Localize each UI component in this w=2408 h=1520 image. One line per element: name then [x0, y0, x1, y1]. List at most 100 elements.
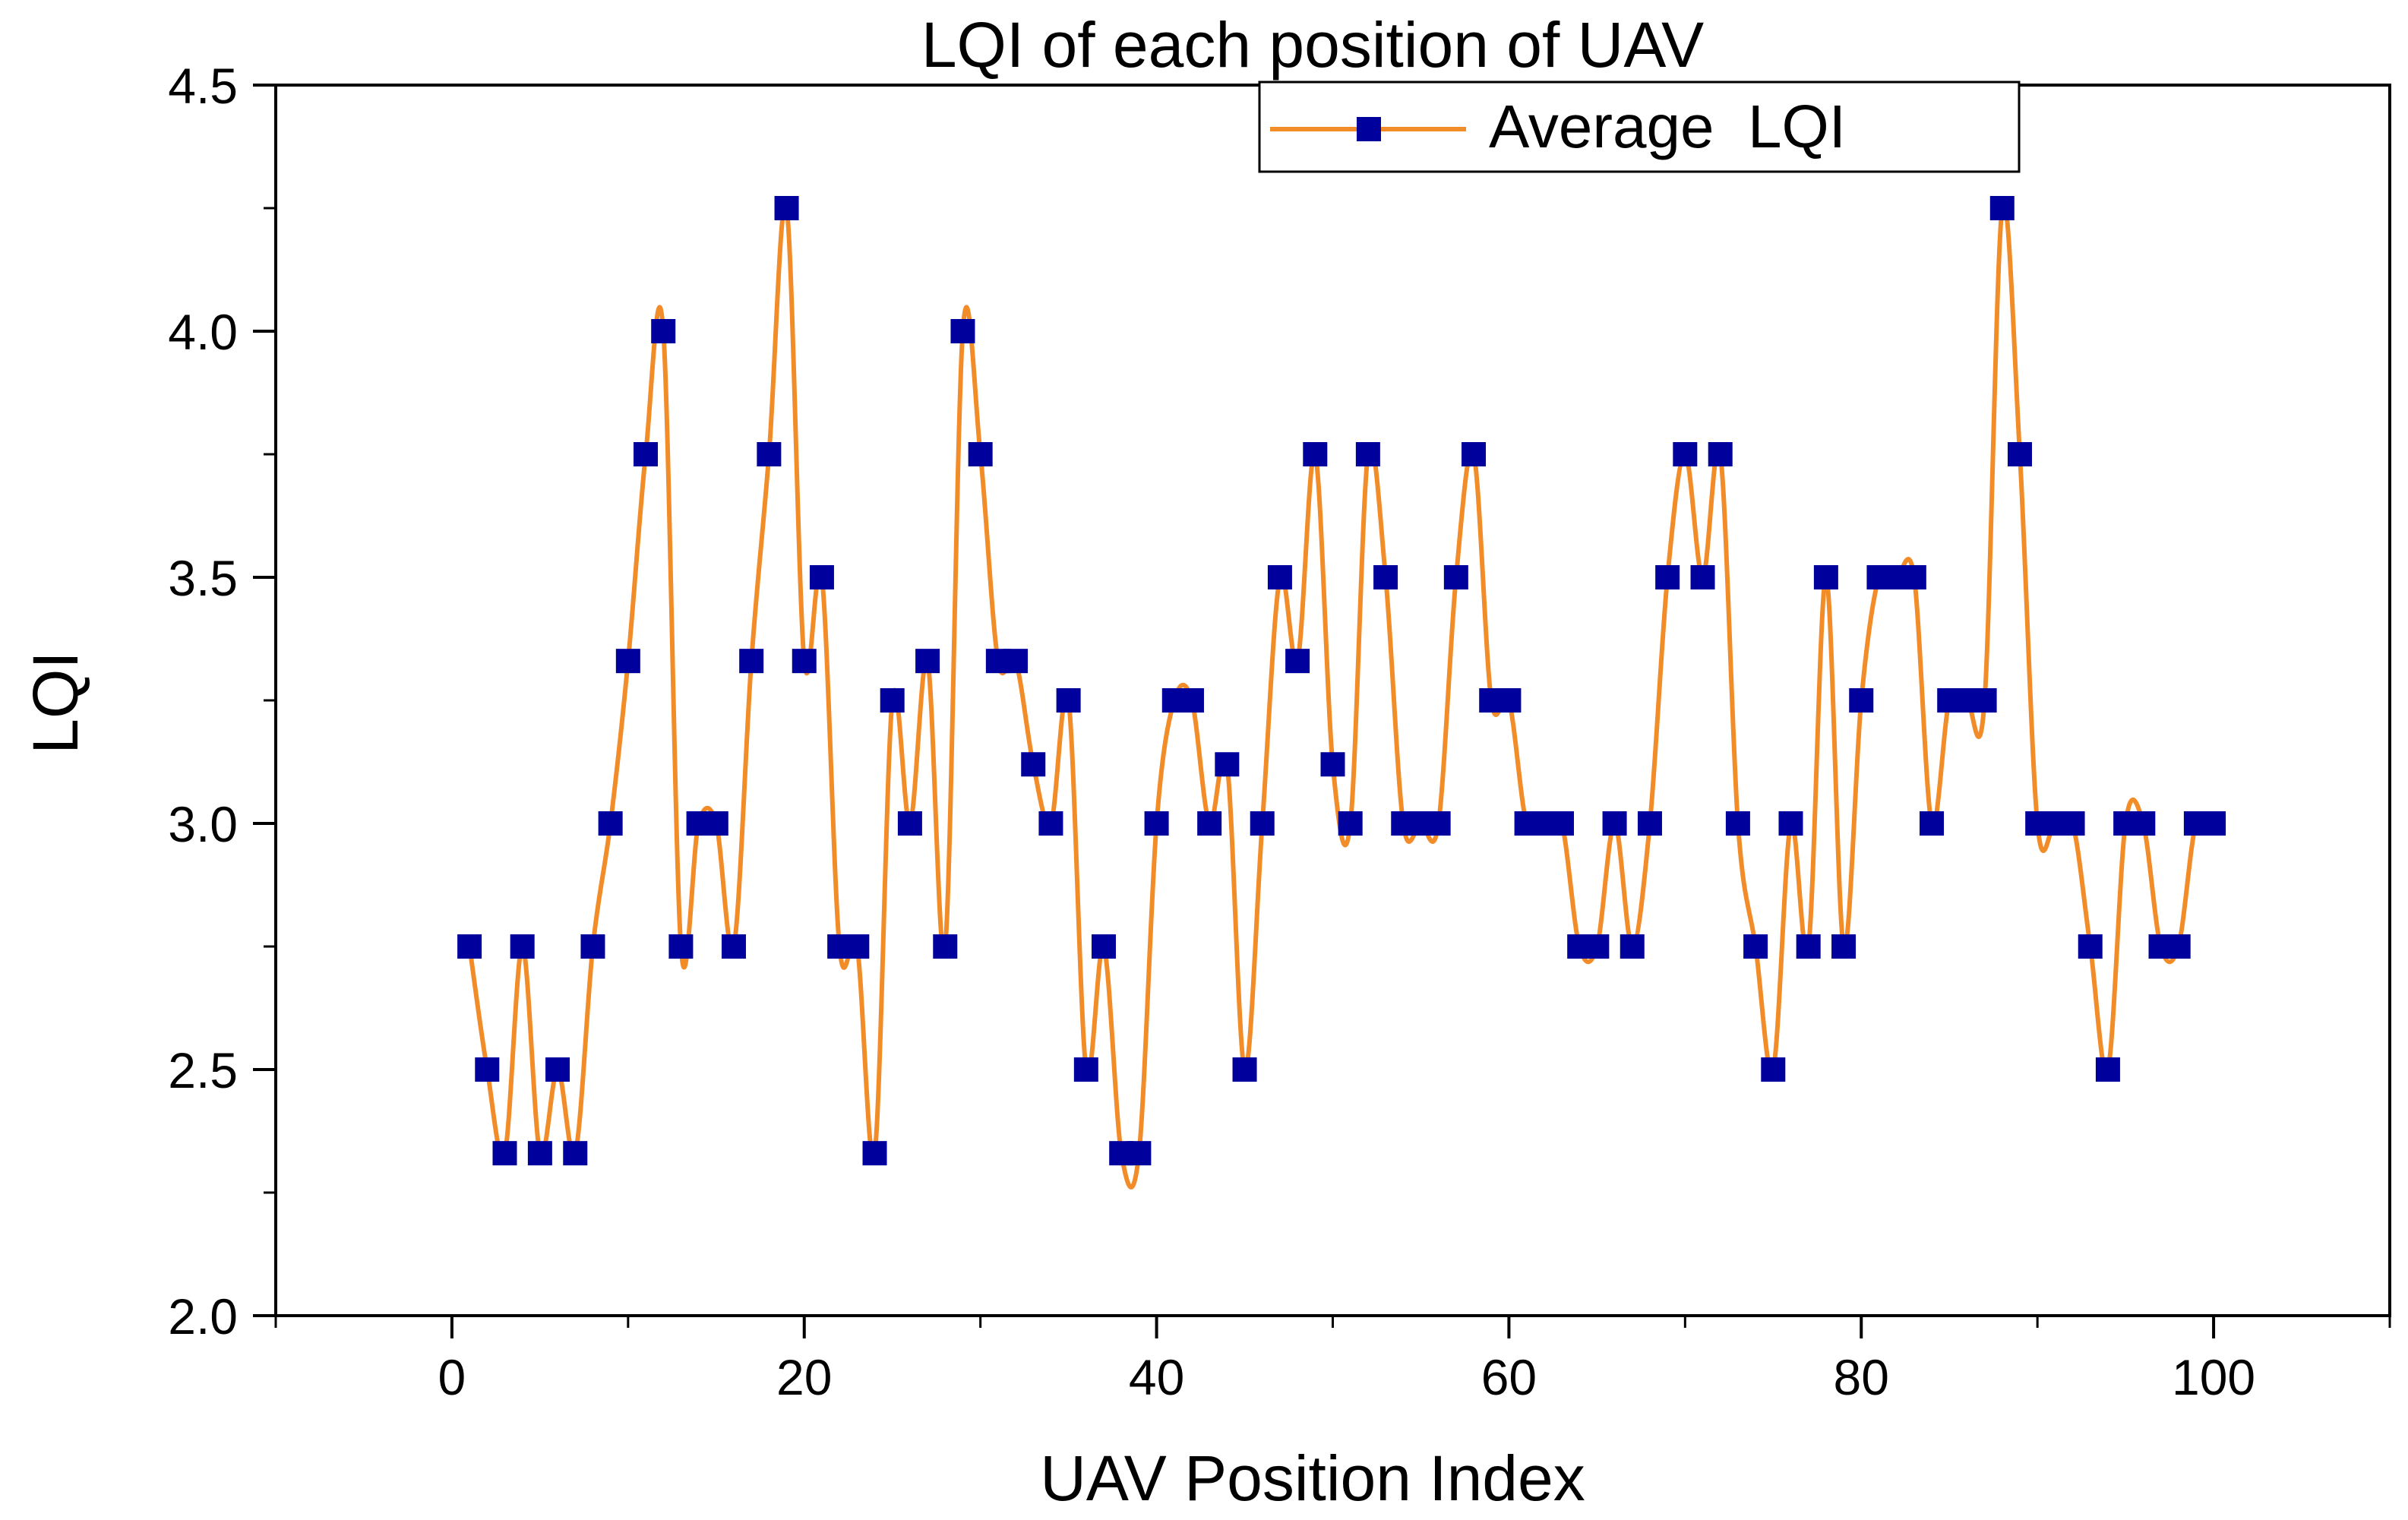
data-point-marker [2095, 1057, 2120, 1082]
data-point-marker [510, 934, 535, 959]
series-markers [457, 196, 2226, 1166]
data-point-marker [1972, 688, 1997, 713]
data-point-marker [2166, 934, 2191, 959]
data-point-marker [634, 442, 659, 466]
data-point-marker [880, 688, 905, 713]
data-point-marker [1989, 196, 2015, 220]
data-point-marker [1620, 934, 1645, 959]
data-point-marker [1215, 752, 1240, 777]
y-tick-label: 4.5 [168, 58, 238, 114]
data-point-marker [1232, 1057, 1257, 1082]
data-point-marker [809, 565, 834, 589]
data-point-marker [2078, 934, 2103, 959]
data-point-marker [1443, 565, 1468, 589]
data-point-marker [1655, 565, 1680, 589]
data-point-marker [598, 811, 623, 836]
y-axis-title: LQI [20, 651, 91, 754]
data-point-marker [1303, 442, 1328, 466]
x-tick-label: 80 [1834, 1349, 1889, 1405]
data-point-marker [580, 934, 605, 959]
data-point-marker [1813, 565, 1838, 589]
data-point-marker [1250, 811, 1275, 836]
data-point-marker [845, 934, 870, 959]
data-point-marker [915, 649, 940, 674]
x-tick-label: 100 [2172, 1349, 2255, 1405]
data-point-marker [1585, 934, 1610, 959]
y-axis-ticks: 2.0 2.5 3.0 3.5 4.0 4.5 [168, 58, 276, 1345]
data-point-marker [933, 934, 958, 959]
data-point-marker [1462, 442, 1487, 466]
data-point-marker [1197, 811, 1222, 836]
data-point-marker [1021, 752, 1046, 777]
data-point-marker [1673, 442, 1698, 466]
data-point-marker [950, 319, 975, 343]
data-point-marker [1073, 1057, 1098, 1082]
legend-marker [1357, 117, 1381, 141]
x-tick-label: 40 [1129, 1349, 1184, 1405]
legend: Average LQI [1258, 81, 2021, 173]
data-point-marker [545, 1057, 570, 1082]
data-point-marker [563, 1141, 588, 1166]
x-axis-title: UAV Position Index [1040, 1443, 1585, 1514]
data-point-marker [1338, 811, 1363, 836]
data-point-marker [1127, 1141, 1152, 1166]
data-point-marker [1708, 442, 1733, 466]
data-point-marker [774, 196, 799, 220]
data-point-marker [1778, 811, 1803, 836]
y-tick-label: 2.5 [168, 1042, 238, 1098]
data-point-marker [1092, 934, 1117, 959]
data-point-marker [1144, 811, 1169, 836]
data-point-marker [2201, 811, 2226, 836]
data-point-marker [1038, 811, 1063, 836]
data-point-marker [492, 1141, 517, 1166]
data-point-marker [1831, 934, 1857, 959]
y-tick-label: 3.0 [168, 796, 238, 852]
y-tick-label: 4.0 [168, 304, 238, 360]
y-tick-label: 2.0 [168, 1288, 238, 1345]
x-tick-label: 20 [776, 1349, 832, 1405]
data-point-marker [792, 649, 817, 674]
data-point-marker [1901, 565, 1926, 589]
data-point-marker [968, 442, 993, 466]
data-point-marker [757, 442, 782, 466]
data-point-marker [1496, 688, 1522, 713]
x-axis-ticks: 0 20 40 60 80 100 [274, 1316, 2391, 1405]
data-point-marker [1355, 442, 1380, 466]
legend-label: Average LQI [1489, 93, 1846, 160]
data-point-marker [527, 1141, 552, 1166]
data-point-marker [1725, 811, 1750, 836]
chart-title: LQI of each position of UAV [921, 9, 1704, 81]
data-point-marker [1920, 811, 1945, 836]
data-point-marker [651, 319, 676, 343]
data-point-marker [721, 934, 746, 959]
data-point-marker [1267, 565, 1292, 589]
data-point-marker [668, 934, 694, 959]
data-point-marker [1849, 688, 1874, 713]
plot-frame [274, 84, 2391, 1317]
data-point-marker [1761, 1057, 1786, 1082]
data-point-marker [2007, 442, 2032, 466]
data-point-marker [1285, 649, 1310, 674]
data-point-marker [897, 811, 922, 836]
data-point-marker [1690, 565, 1715, 589]
data-point-marker [2131, 811, 2156, 836]
data-point-marker [1426, 811, 1451, 836]
data-point-marker [1003, 649, 1029, 674]
data-point-marker [2060, 811, 2085, 836]
y-tick-label: 3.5 [168, 550, 238, 606]
data-point-marker [1602, 811, 1627, 836]
data-point-marker [703, 811, 728, 836]
data-point-marker [1796, 934, 1821, 959]
data-point-marker [457, 934, 482, 959]
data-point-marker [1637, 811, 1662, 836]
data-point-marker [1056, 688, 1081, 713]
data-point-marker [615, 649, 640, 674]
x-tick-label: 60 [1481, 1349, 1537, 1405]
data-point-marker [1373, 565, 1398, 589]
data-point-marker [1179, 688, 1204, 713]
data-point-marker [862, 1141, 887, 1166]
x-tick-label: 0 [438, 1349, 466, 1405]
data-point-marker [475, 1057, 500, 1082]
data-point-marker [1743, 934, 1768, 959]
